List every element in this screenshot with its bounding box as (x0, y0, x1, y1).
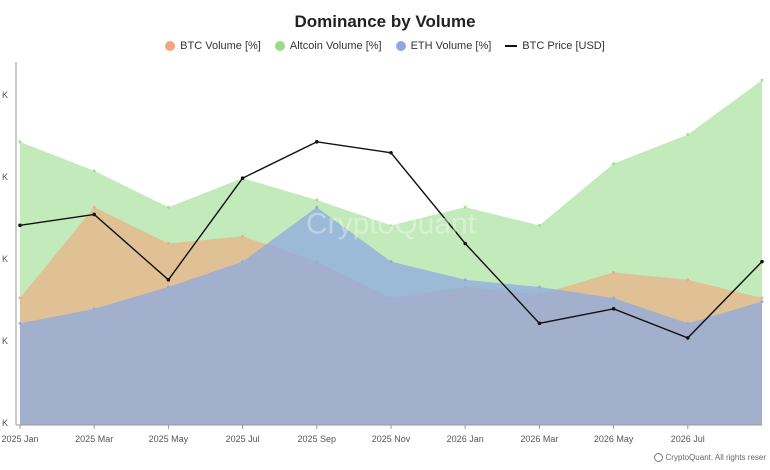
point-eth-volume (92, 307, 96, 311)
legend-label-btc-volume: BTC Volume [%] (180, 40, 261, 52)
legend-label-altcoin-volume: Altcoin Volume [%] (289, 40, 382, 52)
point-altcoin-volume (463, 205, 467, 209)
point-eth-volume (18, 321, 22, 325)
x-tick-label: 2026 Jul (671, 434, 705, 444)
point-altcoin-volume (389, 223, 393, 227)
area-eth-volume (20, 207, 762, 425)
point-altcoin-volume (166, 205, 170, 209)
copyright-icon (653, 453, 663, 462)
point-eth-volume (315, 205, 319, 209)
y-tick-label: K (2, 172, 8, 182)
point-btc-volume (18, 296, 22, 300)
x-tick-label: 2025 Mar (75, 434, 113, 444)
point-altcoin-volume (315, 198, 319, 202)
point-btc-volume (92, 205, 96, 209)
point-btc-volume (686, 278, 690, 282)
y-tick-label: K (2, 336, 8, 346)
legend-item-btc-volume[interactable]: BTC Volume [%] (165, 40, 261, 52)
point-btc-volume (612, 271, 616, 275)
point-btc-price (537, 321, 542, 326)
point-altcoin-volume (760, 78, 764, 82)
legend-swatch-eth-volume (395, 41, 406, 51)
x-tick-label: 2025 Sep (298, 434, 337, 444)
legend-item-eth-volume[interactable]: ETH Volume [%] (395, 40, 492, 52)
point-btc-price (611, 307, 616, 311)
point-altcoin-volume (92, 169, 96, 173)
point-btc-price (463, 241, 468, 246)
point-btc-volume (166, 242, 170, 245)
x-tick-label: 2025 Jul (226, 434, 260, 444)
point-altcoin-volume (537, 223, 541, 227)
point-btc-price (315, 140, 319, 144)
point-eth-volume (389, 260, 393, 264)
x-tick-label: 2026 Jan (447, 434, 484, 444)
y-tick-label: K (2, 418, 8, 428)
x-tick-label: 2025 Nov (372, 434, 411, 444)
x-tick-label: 2026 Mar (520, 434, 558, 444)
legend-item-btc-price[interactable]: BTC Price [USD] (505, 40, 605, 52)
point-btc-price (166, 278, 171, 282)
point-altcoin-volume (18, 140, 22, 144)
point-eth-volume (241, 260, 245, 264)
legend-label-btc-price: BTC Price [USD] (522, 40, 605, 52)
point-altcoin-volume (612, 162, 616, 166)
point-eth-volume (612, 296, 616, 300)
x-tick-label: 2025 May (149, 434, 189, 444)
legend-swatch-btc-volume (165, 41, 176, 51)
x-tick-label: 2025 Jan (1, 434, 38, 444)
point-eth-volume (760, 300, 764, 304)
chart-title: Dominance by Volume (294, 12, 476, 31)
point-btc-volume (241, 234, 245, 238)
y-tick-label: K (2, 90, 8, 100)
legend-swatch-altcoin-volume (274, 41, 285, 51)
point-btc-price (240, 176, 245, 180)
point-btc-price (92, 212, 96, 217)
credit-text: CryptoQuant. All rights reser (653, 453, 766, 462)
legend-swatch-btc-price (505, 45, 518, 47)
point-eth-volume (686, 321, 690, 325)
legend-label-eth-volume: ETH Volume [%] (410, 40, 492, 52)
point-btc-volume (760, 296, 764, 300)
credit-label: CryptoQuant. All rights reser (665, 453, 766, 462)
chart-legend: BTC Volume [%] Altcoin Volume [%] ETH Vo… (0, 40, 770, 52)
point-btc-price (389, 150, 393, 155)
point-btc-price (18, 223, 22, 228)
watermark: CryptoQuant (306, 208, 477, 241)
point-btc-price (760, 259, 764, 264)
point-altcoin-volume (686, 133, 690, 137)
x-tick-label: 2026 May (594, 434, 634, 444)
point-eth-volume (166, 285, 170, 289)
point-btc-price (686, 336, 690, 340)
legend-item-altcoin-volume[interactable]: Altcoin Volume [%] (274, 40, 382, 52)
point-eth-volume (463, 278, 467, 282)
point-eth-volume (537, 285, 541, 289)
y-tick-label: K (2, 254, 8, 264)
